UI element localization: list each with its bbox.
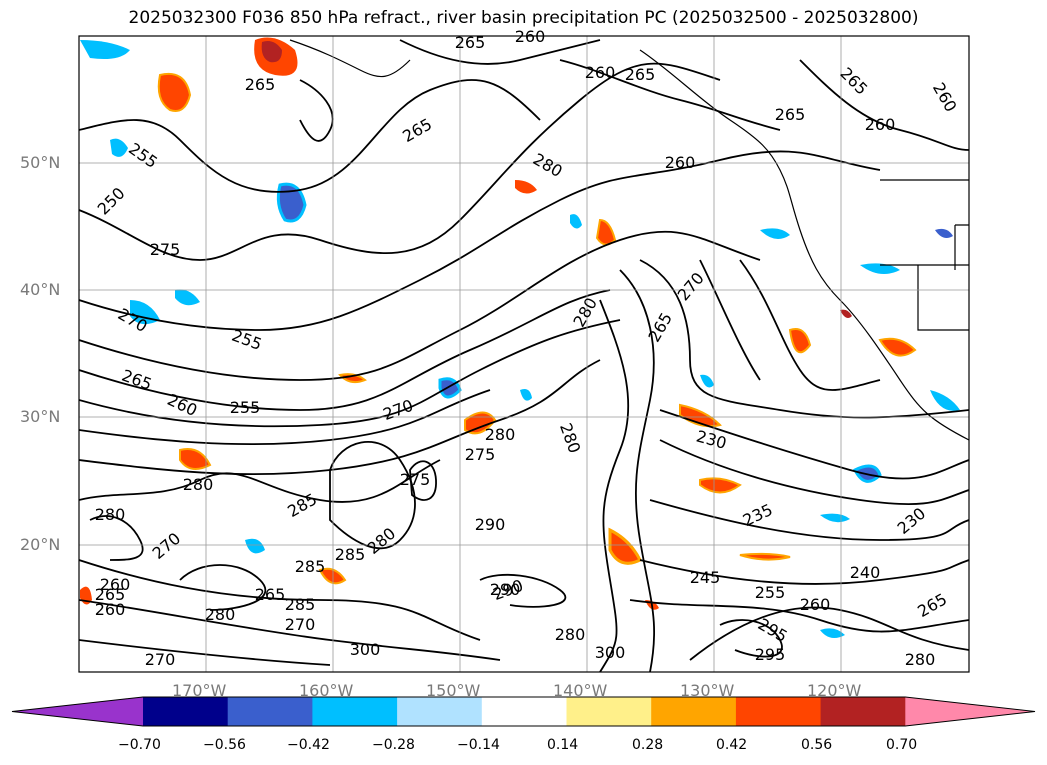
anomaly-shading [80, 37, 960, 639]
colorbar-segment [312, 697, 398, 726]
colorbar-tick: 0.14 [547, 737, 579, 753]
contour-label: 260 [585, 63, 616, 82]
contour-label: 280 [555, 625, 586, 644]
colorbar-segment [735, 697, 822, 726]
contour-label: 255 [230, 398, 261, 417]
colorbar-extend-max [905, 697, 1035, 726]
contour-label: 265 [255, 585, 286, 604]
colorbar-segment [481, 697, 567, 726]
lat-label-40n: 40°N [20, 280, 61, 299]
contour-label: 285 [295, 557, 326, 576]
contour-label: 270 [145, 650, 176, 669]
contour-label: 285 [335, 545, 366, 564]
colorbar-tick: 0.56 [801, 737, 833, 753]
colorbar-tick: 0.42 [716, 737, 748, 753]
colorbar-outline [11, 696, 1036, 727]
contour-label: 280 [485, 425, 516, 444]
contour-label: 260 [515, 27, 546, 46]
colorbar-tick: −0.42 [287, 737, 330, 753]
contour-label: 280 [95, 505, 126, 524]
map-content [79, 37, 969, 672]
colorbar-segment [566, 697, 652, 726]
lon-label-120w: 120°W [807, 681, 862, 700]
lat-label-30n: 30°N [20, 407, 61, 426]
contour-label: 260 [100, 575, 131, 594]
lon-label-130w: 130°W [680, 681, 735, 700]
contour-label: 275 [150, 240, 181, 259]
map-border [78, 35, 970, 673]
colorbar-segment [651, 697, 737, 726]
contour-label: 260 [800, 595, 831, 614]
contour-label: 260 [865, 115, 896, 134]
map-title: 2025032300 F036 850 hPa refract., river … [128, 8, 919, 28]
lon-label-150w: 150°W [426, 681, 481, 700]
colorbar [11, 696, 1036, 727]
contour-label: 265 [245, 75, 276, 94]
contour-label: 300 [595, 643, 626, 662]
colorbar-tick: −0.70 [118, 737, 161, 753]
contour-label: 295 [755, 645, 786, 664]
colorbar-extend-min [12, 697, 143, 726]
contour-label: 265 [95, 585, 126, 604]
lat-label-50n: 50°N [20, 153, 61, 172]
lon-label-170w: 170°W [172, 681, 227, 700]
gridlines [79, 36, 969, 672]
lon-label-160w: 160°W [299, 681, 354, 700]
lat-label-20n: 20°N [20, 535, 61, 554]
colorbar-segment [397, 697, 483, 726]
colorbar-tick: 0.70 [886, 737, 918, 753]
contour-label: 270 [285, 615, 316, 634]
contour-label: 265 [455, 33, 486, 52]
contour-label: 265 [775, 105, 806, 124]
contour-label: 280 [205, 605, 236, 624]
contour-label: 255 [755, 583, 786, 602]
contour-label: 290 [475, 515, 506, 534]
coastlines [289, 39, 969, 441]
colorbar-tick: 0.28 [632, 737, 664, 753]
colorbar-segment [820, 697, 906, 726]
colorbar-tick: −0.14 [457, 737, 500, 753]
contour-label: 285 [285, 595, 316, 614]
refractivity-contours [79, 39, 969, 672]
contour-label: 280 [905, 650, 936, 669]
contour-label: 290 [490, 580, 521, 599]
lon-label-140w: 140°W [553, 681, 608, 700]
contour-label: 265 [625, 65, 656, 84]
contour-label: 260 [665, 153, 696, 172]
contour-label: 260 [95, 600, 126, 619]
contour-label: 240 [850, 563, 881, 582]
colorbar-tick: −0.28 [372, 737, 415, 753]
contour-label: 275 [465, 445, 496, 464]
contour-label: 300 [350, 640, 381, 659]
contour-label: 275 [400, 470, 431, 489]
colorbar-segment [227, 697, 313, 726]
contour-label: 280 [183, 475, 214, 494]
contour-label: 245 [690, 568, 721, 587]
colorbar-segment [143, 697, 229, 726]
colorbar-tick: −0.56 [203, 737, 246, 753]
